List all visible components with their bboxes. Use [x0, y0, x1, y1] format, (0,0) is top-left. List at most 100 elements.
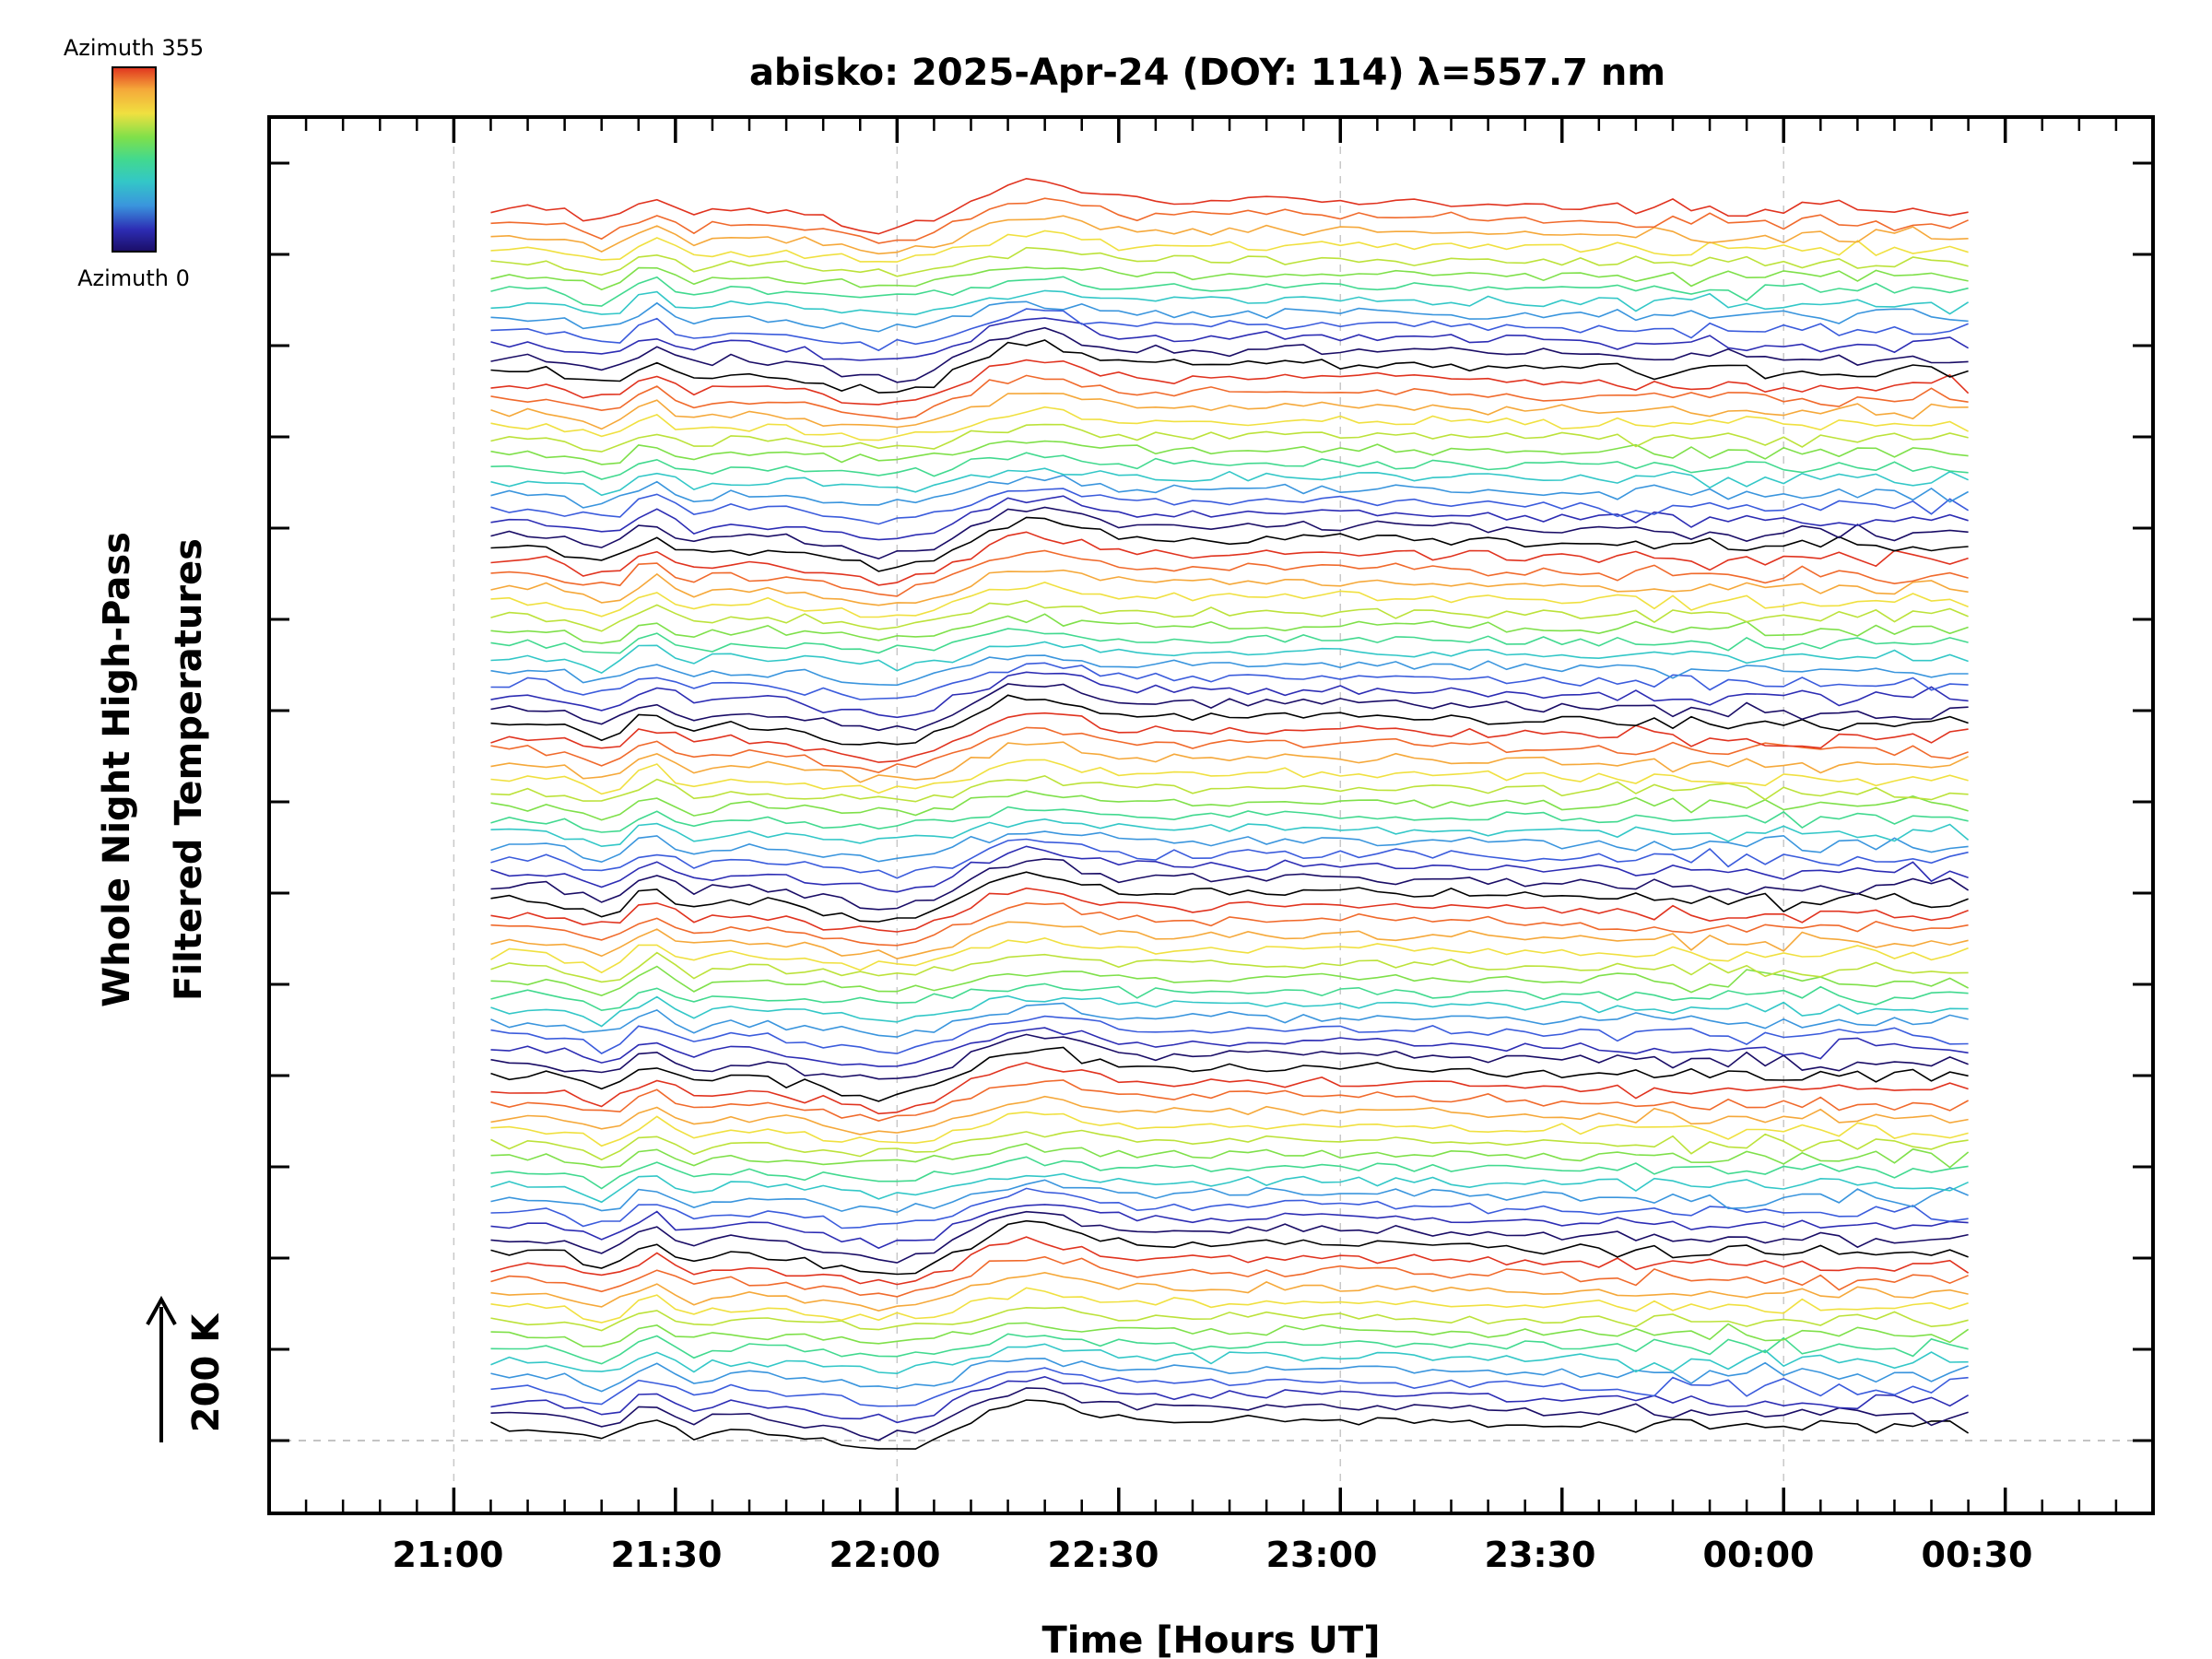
azimuth-series-line [490, 531, 1969, 586]
azimuth-series-line [490, 599, 1969, 632]
azimuth-series-line [490, 276, 1969, 307]
x-tick-label: 22:30 [1048, 1535, 1159, 1575]
azimuth-series-line [490, 229, 1969, 263]
azimuth-series-line [490, 921, 1969, 960]
y-axis-label-line1: Whole Night High-Pass [96, 532, 138, 1007]
azimuth-series-line [490, 1210, 1969, 1264]
azimuth-series-line [490, 1172, 1969, 1204]
grid-lines [269, 117, 2153, 1513]
azimuth-series-line [490, 569, 1969, 606]
azimuth-series-line [490, 1187, 1969, 1230]
y-axis-label-line2: Filtered Temperatures [168, 538, 210, 1001]
azimuth-series-line [490, 440, 1969, 465]
azimuth-series-line [490, 671, 1969, 719]
azimuth-series-line [490, 1271, 1969, 1312]
arrow-head-icon [146, 1295, 177, 1325]
azimuth-series-line [490, 628, 1969, 654]
azimuth-series-line [490, 1333, 1969, 1365]
x-tick-label: 00:30 [1922, 1535, 2033, 1575]
azimuth-series-line [490, 830, 1969, 864]
azimuth-series-line [490, 1306, 1969, 1332]
azimuth-series-line [490, 1062, 1969, 1115]
azimuth-series-line [490, 516, 1969, 572]
azimuth-series-line [490, 641, 1969, 675]
azimuth-series-line [490, 982, 1969, 1012]
x-tick-label: 21:00 [393, 1535, 504, 1575]
plot-frame [267, 115, 2155, 1515]
azimuth-series-line [490, 1219, 1969, 1276]
azimuth-series-line [490, 1322, 1970, 1347]
azimuth-series-line [490, 317, 1970, 361]
azimuth-series-line [490, 790, 1969, 821]
azimuth-series-line [490, 474, 1969, 509]
azimuth-series-line [490, 289, 1970, 316]
scale-label: 200 K [185, 1312, 228, 1432]
x-tick-label: 23:00 [1266, 1535, 1378, 1575]
x-tick-label: 00:00 [1703, 1535, 1815, 1575]
x-tick-label: 22:00 [830, 1535, 941, 1575]
data-series [490, 177, 1970, 1450]
azimuth-series-line [490, 726, 1969, 773]
azimuth-series-line [490, 901, 1969, 947]
azimuth-series-line [490, 374, 1969, 420]
azimuth-series-line [490, 1375, 1970, 1424]
azimuth-series-line [490, 506, 1969, 560]
azimuth-series-line [490, 951, 1969, 983]
azimuth-series-line [490, 246, 1969, 277]
azimuth-series-line [490, 1156, 1969, 1190]
azimuth-series-line [490, 1255, 1969, 1298]
x-axis-label: Time [Hours UT] [1042, 1619, 1381, 1659]
azimuth-series-line [490, 1387, 1969, 1441]
azimuth-series-line [490, 177, 1969, 235]
colorbar-top-label: Azimuth 355 [64, 35, 204, 61]
azimuth-series-line [490, 662, 1969, 700]
azimuth-series-line [490, 858, 1970, 911]
azimuth-series-line [490, 1002, 1969, 1038]
azimuth-series-line [490, 965, 1969, 996]
azimuth-series-line [490, 308, 1969, 352]
azimuth-series-line [490, 549, 1969, 597]
colorbar-bottom-label: Azimuth 0 [77, 265, 190, 291]
azimuth-series-line [490, 488, 1970, 525]
azimuth-series-line [490, 845, 1969, 893]
azimuth-series-line [490, 1204, 1969, 1250]
azimuth-series-line [490, 1143, 1970, 1169]
azimuth-series-line [490, 197, 1969, 244]
azimuth-series-line [490, 1129, 1969, 1161]
azimuth-series-line [490, 1027, 1969, 1067]
azimuth-series-line [490, 215, 1969, 255]
azimuth-series-line [490, 694, 1969, 746]
azimuth-series-line [490, 1287, 1969, 1324]
azimuth-series-line [490, 1033, 1969, 1080]
azimuth-series-line [490, 1236, 1970, 1286]
azimuth-series-line [490, 1015, 1969, 1054]
azimuth-series-line [490, 871, 1969, 923]
azimuth-series-line [490, 1046, 1969, 1102]
colorbar-gradient [112, 66, 157, 253]
x-tick-label: 23:30 [1485, 1535, 1596, 1575]
azimuth-series-line [490, 406, 1969, 441]
azimuth-series-line [490, 582, 1969, 618]
azimuth-series-line [490, 936, 1969, 974]
azimuth-series-line [490, 741, 1969, 783]
azimuth-series-line [490, 1095, 1969, 1135]
azimuth-series-line [490, 452, 1969, 480]
azimuth-series-line [490, 495, 1969, 541]
azimuth-series-line [490, 1179, 1969, 1214]
azimuth-series-line [490, 818, 1970, 848]
azimuth-series-line [490, 1358, 1969, 1393]
azimuth-series-line [490, 326, 1969, 383]
azimuth-series-line [490, 774, 1969, 803]
colorbar: Azimuth 355 Azimuth 0 [64, 35, 204, 291]
azimuth-series-line [490, 683, 1969, 732]
azimuth-series-line [490, 712, 1969, 763]
azimuth-series-line [490, 392, 1969, 430]
azimuth-series-line [490, 806, 1969, 833]
azimuth-series-line [490, 1079, 1969, 1122]
azimuth-series-line [490, 654, 1969, 687]
azimuth-series-line [490, 1343, 1969, 1375]
azimuth-series-line [490, 423, 1969, 453]
azimuth-series-line [490, 994, 1969, 1028]
azimuth-series-line [490, 1367, 1969, 1407]
